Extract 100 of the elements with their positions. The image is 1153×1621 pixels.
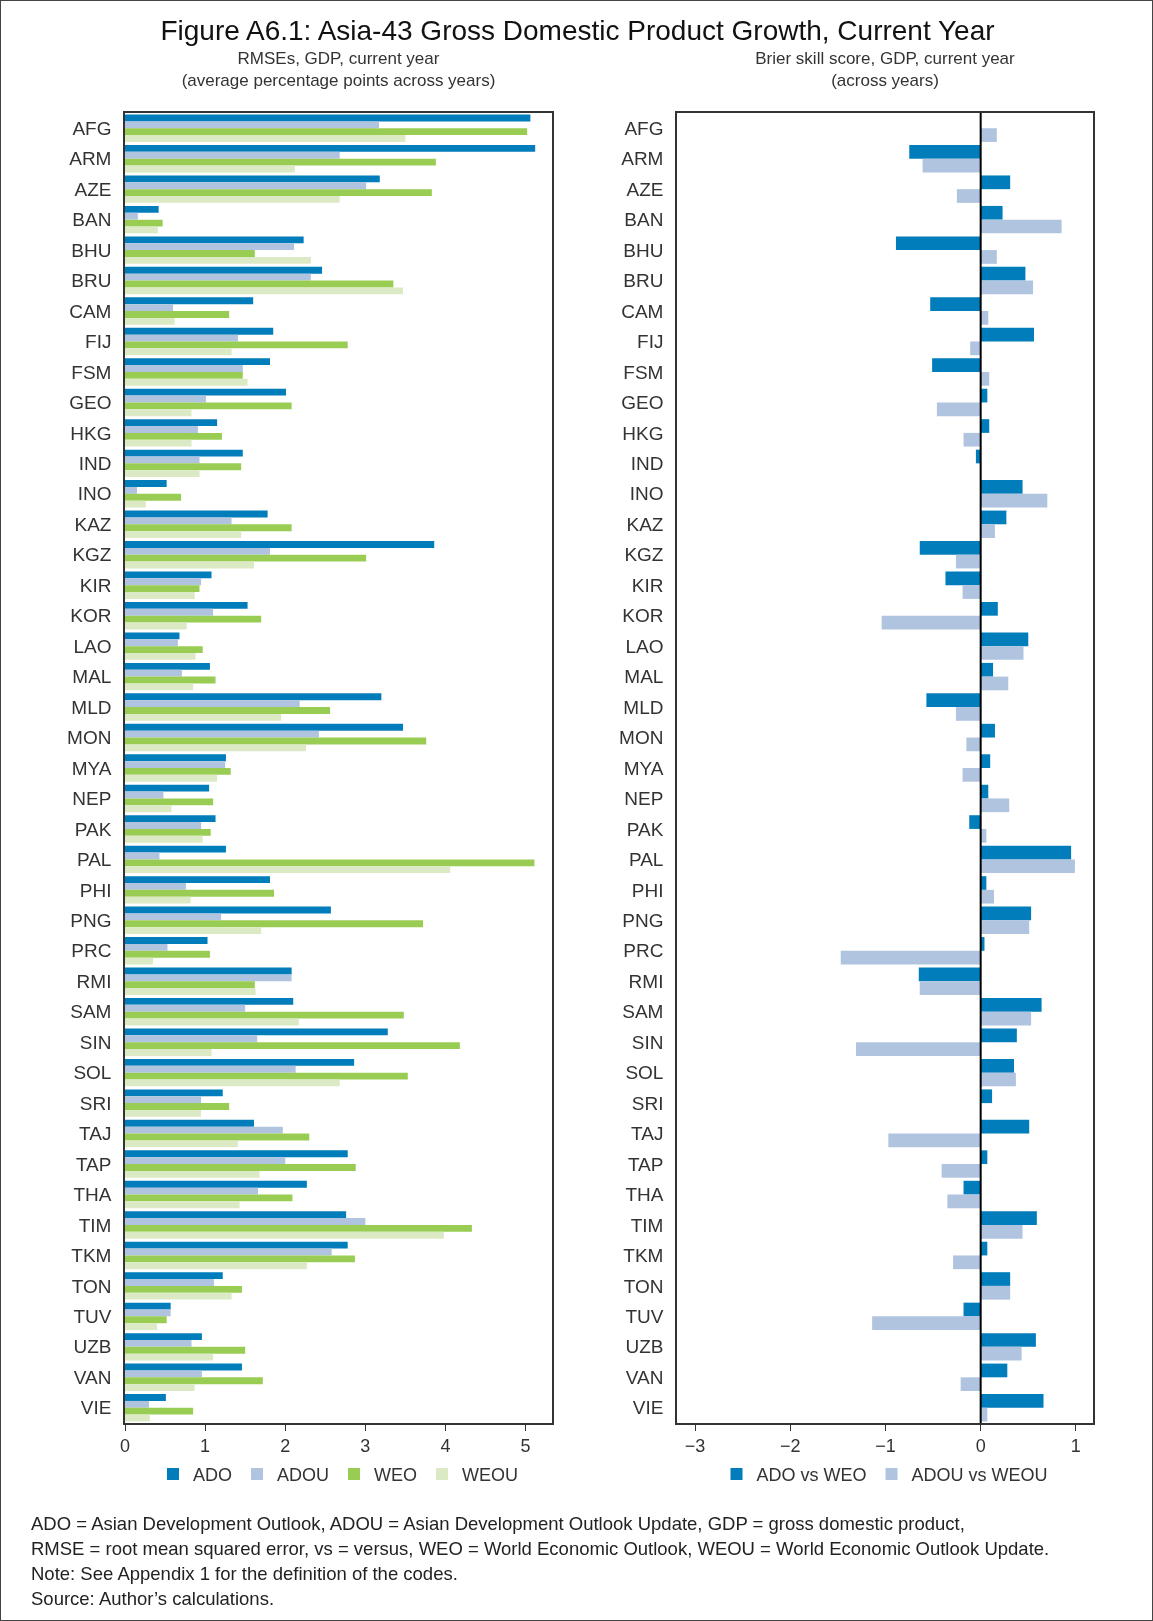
bar (125, 205, 159, 213)
bar (125, 297, 254, 305)
bar (125, 828, 211, 836)
bar (941, 1164, 981, 1178)
text: RMSE = root mean squared error, vs = versus, WEO = World Economic Outlook, WEOU = World Economic Outlook Update. (31, 1537, 1050, 1561)
bar (895, 236, 981, 251)
bar (125, 683, 194, 691)
y-tick-label: KGZ (72, 544, 112, 566)
bar (125, 311, 230, 318)
bar (125, 578, 202, 586)
y-tick-label: VAN (73, 1366, 112, 1388)
bar (840, 950, 981, 965)
bar (125, 815, 216, 823)
bar (980, 175, 1011, 190)
bar (125, 402, 292, 410)
bar (125, 883, 186, 890)
bar (125, 250, 255, 257)
bar (125, 304, 174, 312)
bar (125, 957, 154, 965)
bar (125, 1035, 258, 1043)
y-tick-label: KOR (70, 605, 112, 627)
y-tick-label: PNG (70, 909, 112, 931)
bar (125, 547, 270, 555)
y-tick-label: SRI (631, 1092, 664, 1114)
y-tick-label: CAM (621, 300, 664, 322)
text: Note: See Appendix 1 for the definition of the codes. (31, 1562, 459, 1586)
bar (125, 866, 451, 874)
y-tick-label: KOR (622, 605, 664, 627)
y-tick-label: LAO (625, 635, 664, 657)
bar (125, 920, 424, 928)
y-tick-label: PRC (623, 940, 664, 962)
bar (125, 859, 535, 867)
y-tick-label: SOL (625, 1062, 664, 1084)
bar (125, 1241, 348, 1249)
y-tick-label: KAZ (74, 513, 112, 535)
bar (125, 486, 138, 494)
bar (960, 1377, 981, 1392)
bar (125, 669, 182, 677)
bar (125, 378, 248, 386)
y-tick-label: MYA (71, 757, 112, 779)
bar (125, 798, 214, 806)
bar (922, 158, 981, 173)
bar (125, 348, 232, 356)
bar (125, 432, 222, 440)
bar (125, 754, 226, 762)
bar (980, 859, 1075, 874)
bar (125, 1285, 242, 1293)
bar (125, 1370, 202, 1378)
bar (881, 615, 981, 630)
y-tick-label: SOL (73, 1062, 112, 1084)
legend-label: WEOU (462, 1464, 519, 1485)
bar (125, 1400, 150, 1408)
y-tick-label: TON (623, 1275, 664, 1297)
bar (125, 1333, 202, 1340)
bar (125, 1140, 238, 1148)
bar (125, 927, 262, 935)
y-tick-label: MON (619, 727, 664, 749)
y-tick-label: KIR (631, 574, 664, 596)
bar (125, 1231, 444, 1239)
y-tick-label: FIJ (637, 331, 664, 353)
bar (125, 1262, 307, 1270)
y-tick-label: VAN (625, 1366, 664, 1388)
bar (963, 1180, 981, 1195)
y-tick-label: BHU (623, 239, 664, 261)
bar (125, 1126, 283, 1134)
bar (125, 1292, 232, 1300)
bar (125, 121, 379, 129)
bar (125, 988, 256, 995)
y-tick-label: RMI (76, 970, 112, 992)
bar (125, 1323, 158, 1331)
bar (918, 967, 981, 982)
y-tick-label: ARM (69, 148, 112, 170)
bar (125, 1164, 356, 1171)
legend-label: ADOU vs WEOU (911, 1464, 1048, 1485)
y-tick-label: CAM (69, 300, 112, 322)
bar (945, 571, 981, 586)
bar (125, 388, 287, 396)
bar (125, 456, 200, 464)
bar (125, 273, 311, 281)
bar (125, 805, 172, 813)
y-tick-label: NEP (72, 788, 112, 810)
bar (980, 646, 1024, 660)
bar (125, 639, 178, 647)
y-tick-label: GEO (69, 392, 112, 414)
bar (980, 1272, 1011, 1286)
bar (125, 256, 311, 264)
y-tick-label: HKG (70, 422, 112, 444)
bar (125, 439, 192, 447)
x-tick-label: −2 (780, 1436, 801, 1457)
bar (872, 1316, 981, 1331)
y-tick-label: KAZ (626, 513, 664, 535)
bar (125, 1187, 258, 1195)
bar (125, 1384, 195, 1392)
bar (125, 1119, 254, 1127)
bar (980, 128, 997, 142)
bar (125, 950, 210, 958)
bar (969, 815, 981, 829)
y-tick-label: AZE (626, 178, 664, 200)
bar (125, 1224, 472, 1232)
bar (125, 730, 319, 738)
